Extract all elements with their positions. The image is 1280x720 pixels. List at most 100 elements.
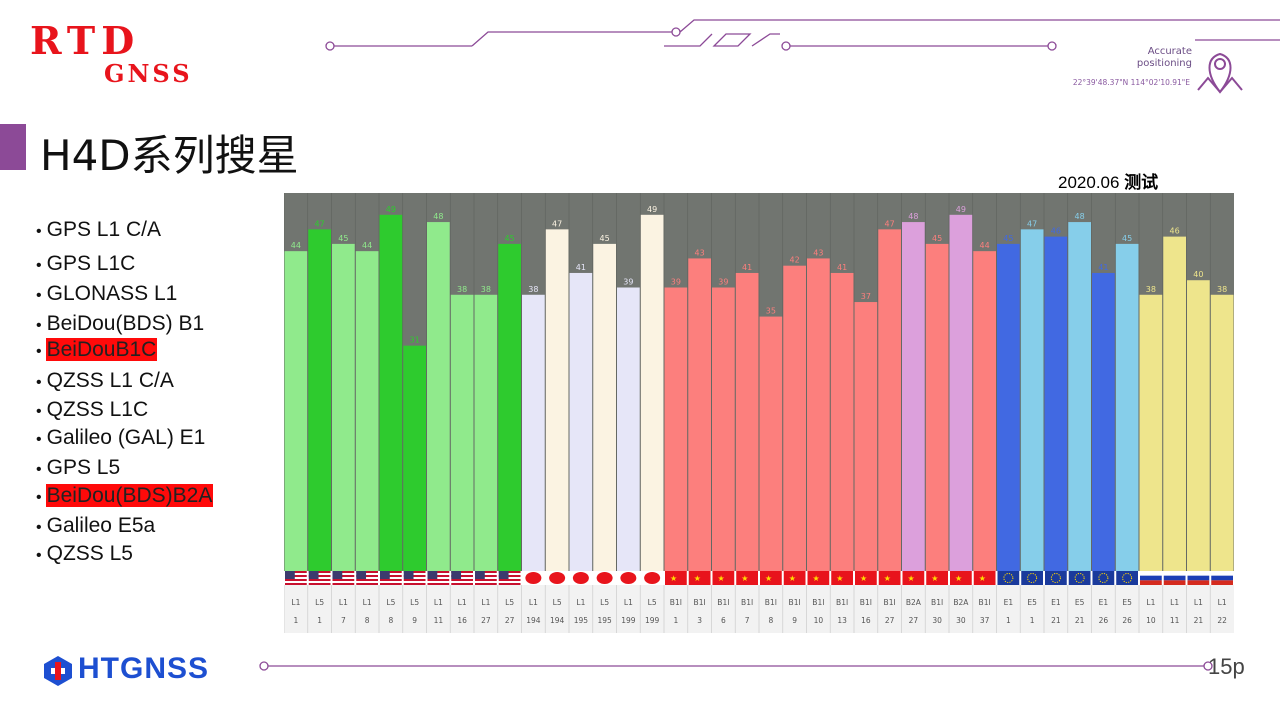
flag-stripe [451,573,473,575]
tagline: Accurate positioning [1110,46,1192,70]
bar [830,272,854,571]
flag-stripe [1140,571,1162,576]
tagline-line1: Accurate [1147,46,1192,57]
prn-tick-label: 195 [597,616,612,625]
flag-stripe [332,575,355,577]
bar-value-label: 41 [1098,263,1108,272]
signal-tick-label: L1 [1170,598,1179,607]
flag-star: ★ [836,574,843,583]
bar [902,222,925,572]
bar-value-label: 45 [1003,234,1013,243]
flag-stripe [308,575,331,577]
bar [522,294,545,571]
bullet-dot: • [36,257,42,274]
signal-tick-label: L5 [600,598,609,607]
flag-stripe [498,579,521,581]
flag-bg [855,571,877,585]
bar-value-label: 45 [338,234,348,243]
prn-tick-label: 7 [745,616,750,625]
bar-value-label: 46 [1170,227,1180,236]
flag-canton [475,571,485,579]
flag-canton [427,571,438,579]
flag-stripe [498,577,521,579]
bar [284,251,308,571]
bar-value-label: 43 [695,248,705,257]
flag-stripe [285,581,307,583]
prn-tick-label: 11 [434,616,444,625]
flag-stripe [285,577,307,579]
bar-value-label: 37 [861,292,871,301]
signal-item: • GPS L1 C/A [36,218,162,242]
flag-bg [807,571,830,585]
flag-stripe [380,573,402,575]
prn-tick-label: 199 [645,616,660,625]
flag-stripe [356,575,378,577]
signal-tick-label: L1 [363,598,372,607]
flag-stripe [451,575,473,577]
prn-tick-label: 194 [550,616,565,625]
prn-tick-label: 30 [932,616,942,625]
flag-star: ★ [670,574,677,583]
prn-tick-label: 22 [1217,616,1227,625]
bar-value-label: 47 [552,219,562,228]
flag-star: ★ [955,574,962,583]
signal-tick-label: L1 [624,598,633,607]
flag-stripe [356,573,378,575]
bar [1139,294,1163,571]
flag-stripe [332,579,355,581]
flag-star: ★ [860,574,867,583]
footer-decoration [44,656,1213,686]
flag-stripe [380,577,402,579]
signal-label: GLONASS L1 [46,282,178,305]
bar [759,316,783,571]
bar [403,345,426,571]
signal-tick-label: B1I [931,598,943,607]
flag-star: ★ [884,574,891,583]
flag-stripe [403,573,426,575]
flag-stripe [475,571,497,573]
bar [854,302,878,571]
flag-stripe [1163,580,1186,585]
flag-disc [572,572,589,584]
flag-canton [380,571,390,579]
flag-stripe [427,583,450,585]
flag-stripe [475,577,497,579]
bar [783,265,806,571]
signal-label: QZSS L1C [46,398,149,421]
prn-tick-label: 9 [412,616,417,625]
bar [1210,294,1234,571]
signal-tick-label: B1I [812,598,824,607]
signal-item: • QZSS L1C [36,398,149,422]
bar-value-label: 44 [362,241,372,250]
flag-stripe [403,577,426,579]
flag-stripe [1211,580,1233,585]
bar [807,258,830,571]
bullet-dot: • [36,489,42,506]
rtd-logo: RTD [30,18,141,63]
signal-item: • QZSS L1 C/A [36,369,175,393]
signal-tick-label: E5 [1075,598,1085,607]
flag-disc [644,572,661,584]
bar-value-label: 41 [742,263,752,272]
flag-stripe [475,579,497,581]
flag-stripe [498,575,521,577]
prn-tick-label: 37 [980,616,990,625]
bar [355,251,379,571]
signal-label: BeiDou(BDS)B2A [45,484,214,507]
flag-stripe [1163,571,1186,576]
flag-stripe [475,573,497,575]
bar-value-label: 41 [837,263,847,272]
bar [664,287,688,571]
signal-label: GPS L1C [46,252,136,275]
signal-tick-label: B1I [789,598,801,607]
flag-stripe [356,579,378,581]
bar [1163,236,1186,571]
flag-stripe [1187,580,1210,585]
flag-stripe [380,581,402,583]
signal-tick-label: L1 [458,598,467,607]
flag-bg [902,571,925,585]
flag-star: ★ [908,574,915,583]
bar-value-label: 43 [813,248,823,257]
flag-star: ★ [813,574,820,583]
flag-canton [498,571,509,579]
